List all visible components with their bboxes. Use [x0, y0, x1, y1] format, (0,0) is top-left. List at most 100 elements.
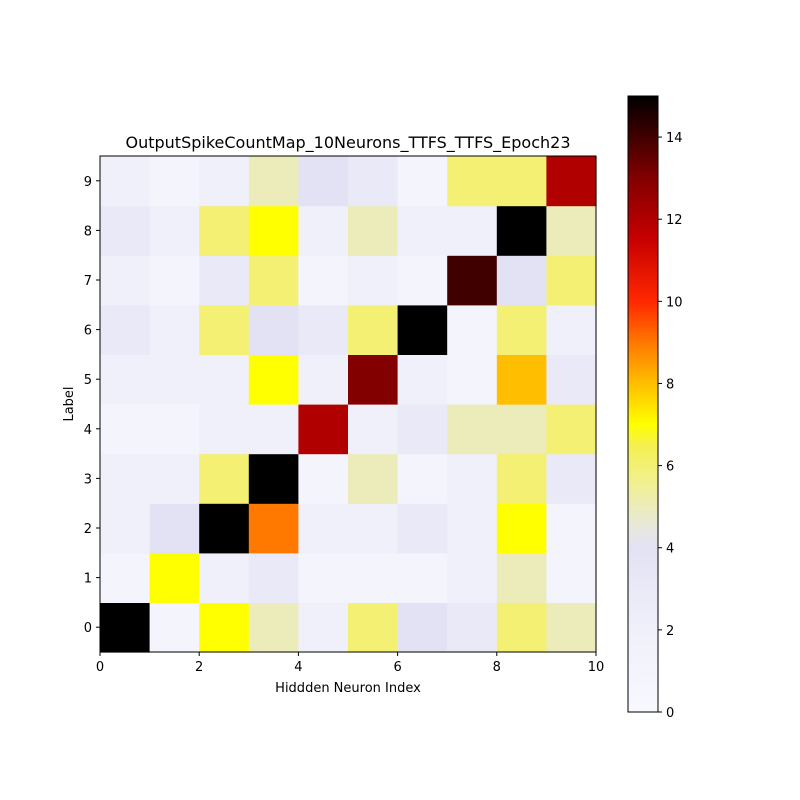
heatmap-cell — [149, 255, 200, 306]
x-tick-label: 0 — [96, 660, 104, 675]
heatmap-cell — [447, 156, 498, 207]
heatmap-cell — [348, 304, 399, 355]
heatmap-cell — [397, 552, 448, 603]
heatmap-cell — [100, 205, 151, 256]
heatmap-cell — [100, 552, 151, 603]
heatmap-cell — [397, 503, 448, 554]
heatmap-cell — [348, 602, 399, 653]
heatmap-cell — [348, 552, 399, 603]
x-axis-ticks: 0 2 4 6 8 10 — [96, 652, 604, 675]
heatmap-cell — [546, 602, 597, 653]
heatmap-cell — [149, 354, 200, 405]
heatmap-cell — [496, 453, 547, 504]
heatmap-cell — [348, 354, 399, 405]
heatmap-cell — [298, 205, 349, 256]
x-tick-label: 4 — [294, 660, 302, 675]
heatmap-cell — [100, 453, 151, 504]
y-tick-label: 9 — [84, 175, 92, 190]
y-tick-label: 4 — [84, 423, 92, 438]
y-tick-label: 6 — [84, 324, 92, 339]
heatmap-cell — [248, 404, 299, 455]
heatmap-cell — [496, 156, 547, 207]
colorbar-tick-label: 10 — [666, 295, 683, 310]
heatmap-cell — [397, 156, 448, 207]
heatmap-cell — [100, 354, 151, 405]
heatmap-cell — [447, 304, 498, 355]
heatmap-cell — [199, 552, 250, 603]
heatmap-cell — [199, 503, 250, 554]
heatmap-cell — [447, 354, 498, 405]
heatmap-cell — [397, 453, 448, 504]
heatmap-cell — [397, 255, 448, 306]
y-tick-label: 5 — [84, 373, 92, 388]
heatmap-cell — [100, 602, 151, 653]
heatmap-cell — [496, 205, 547, 256]
colorbar-ticks: 0 2 4 6 8 10 12 14 — [658, 131, 683, 721]
heatmap-cell — [397, 304, 448, 355]
heatmap-cell — [248, 255, 299, 306]
heatmap-cell — [149, 453, 200, 504]
heatmap-cell — [149, 602, 200, 653]
heatmap-cell — [447, 404, 498, 455]
heatmap-cell — [298, 156, 349, 207]
heatmap-cell — [298, 453, 349, 504]
x-tick-label: 10 — [588, 660, 605, 675]
y-tick-label: 3 — [84, 472, 92, 487]
heatmap-cell — [199, 354, 250, 405]
heatmap-cell — [199, 602, 250, 653]
heatmap-cell — [199, 255, 250, 306]
heatmap-cell — [348, 156, 399, 207]
heatmap-cell — [149, 503, 200, 554]
chart-title: OutputSpikeCountMap_10Neurons_TTFS_TTFS_… — [126, 133, 571, 153]
heatmap-cell — [348, 503, 399, 554]
heatmap-cell — [546, 503, 597, 554]
colorbar-tick-label: 2 — [666, 624, 674, 639]
heatmap-cell — [546, 304, 597, 355]
heatmap-cell — [100, 304, 151, 355]
heatmap-cell — [149, 205, 200, 256]
colorbar — [627, 95, 659, 713]
heatmap-cell — [298, 354, 349, 405]
heatmap-cell — [447, 602, 498, 653]
heatmap-cell — [447, 453, 498, 504]
heatmap-cell — [298, 602, 349, 653]
heatmap-cell — [199, 453, 250, 504]
y-tick-label: 7 — [84, 274, 92, 289]
heatmap-cell — [348, 205, 399, 256]
heatmap-cells — [100, 156, 597, 653]
x-tick-label: 8 — [493, 660, 501, 675]
heatmap-cell — [447, 255, 498, 306]
heatmap-cell — [546, 404, 597, 455]
heatmap-cell — [546, 552, 597, 603]
heatmap-cell — [397, 205, 448, 256]
heatmap-cell — [397, 602, 448, 653]
y-tick-label: 8 — [84, 224, 92, 239]
heatmap-cell — [100, 404, 151, 455]
heatmap-cell — [100, 255, 151, 306]
colorbar-tick-label: 14 — [666, 131, 683, 146]
heatmap-cell — [546, 354, 597, 405]
heatmap-cell — [397, 354, 448, 405]
heatmap-cell — [496, 304, 547, 355]
heatmap-cell — [397, 404, 448, 455]
heatmap-cell — [546, 156, 597, 207]
y-tick-label: 0 — [84, 621, 92, 636]
heatmap-cell — [496, 552, 547, 603]
heatmap-cell — [496, 503, 547, 554]
heatmap-cell — [546, 255, 597, 306]
heatmap-cell — [100, 156, 151, 207]
heatmap-cell — [199, 304, 250, 355]
heatmap-cell — [496, 404, 547, 455]
heatmap-cell — [348, 404, 399, 455]
heatmap-cell — [248, 602, 299, 653]
heatmap-cell — [149, 552, 200, 603]
heatmap-cell — [248, 453, 299, 504]
x-tick-label: 2 — [195, 660, 203, 675]
heatmap-cell — [496, 255, 547, 306]
colorbar-tick-label: 4 — [666, 542, 674, 557]
heatmap-cell — [248, 156, 299, 207]
heatmap-cell — [248, 503, 299, 554]
colorbar-tick-label: 0 — [666, 706, 674, 721]
y-tick-label: 2 — [84, 522, 92, 537]
heatmap-cell — [348, 453, 399, 504]
